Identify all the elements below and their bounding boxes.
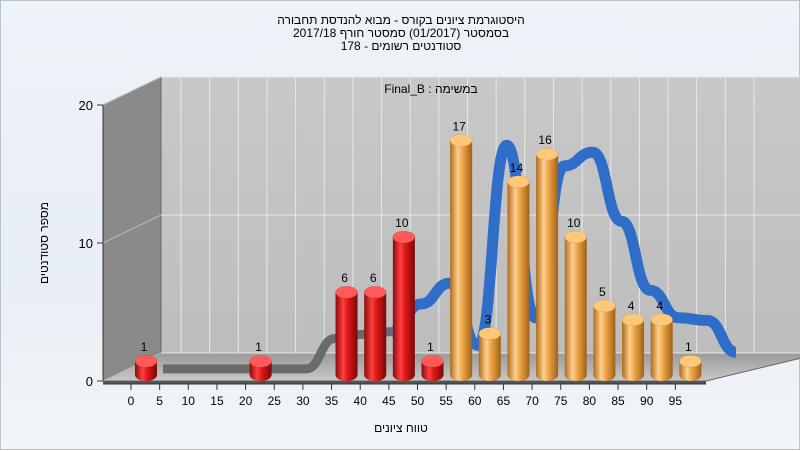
bar — [507, 175, 530, 381]
x-tick-label: 90 — [640, 394, 654, 408]
data-label: 1 — [141, 340, 148, 354]
x-tick-label: 35 — [325, 394, 339, 408]
bar — [134, 354, 158, 381]
x-tick-label: 55 — [439, 394, 453, 408]
bar — [449, 134, 473, 381]
bar-body — [392, 237, 415, 381]
x-tick-label: 95 — [669, 394, 683, 408]
bar — [593, 299, 616, 381]
x-tick-label: 50 — [411, 394, 425, 408]
data-label: 4 — [656, 299, 663, 313]
bar — [650, 313, 673, 381]
bar — [679, 354, 702, 381]
data-label: 14 — [510, 161, 524, 175]
bar-top — [421, 354, 444, 368]
data-label: 1 — [685, 340, 692, 354]
bar — [421, 354, 444, 381]
x-tick-label: 10 — [182, 394, 196, 408]
data-label: 10 — [567, 216, 581, 230]
data-label: 1 — [427, 340, 434, 354]
chart-title-line-3: סטודנטים רשומים - 178 — [340, 39, 462, 53]
bar-body — [507, 181, 530, 381]
x-tick-label: 25 — [268, 394, 282, 408]
gridline-side — [102, 214, 162, 244]
y-tick-label: 0 — [86, 374, 93, 389]
data-label: 5 — [599, 285, 606, 299]
x-tick-label: 40 — [354, 394, 368, 408]
bar — [478, 327, 502, 381]
x-tick-label: 75 — [554, 394, 568, 408]
bar-top — [621, 313, 645, 327]
floor-edge — [103, 381, 706, 384]
data-label: 3 — [484, 313, 491, 327]
x-tick-label: 15 — [210, 394, 224, 408]
bar-top — [535, 147, 559, 161]
bar-body — [364, 292, 387, 381]
bar-body — [335, 292, 358, 381]
x-tick-label: 30 — [296, 394, 310, 408]
bars — [134, 134, 702, 381]
bar-top — [335, 285, 358, 299]
data-label: 6 — [370, 271, 377, 285]
bar-top — [478, 327, 502, 340]
x-tick-label: 80 — [583, 394, 597, 408]
bar — [392, 230, 416, 381]
x-tick-label: 5 — [156, 394, 163, 408]
bar-top — [363, 285, 387, 299]
x-tick-label: 45 — [382, 394, 396, 408]
chart-title-line-1: היסטוגרמת ציונים בקורס - מבוא להנדסת תחב… — [277, 13, 525, 27]
bar-top — [249, 354, 272, 368]
bar-body — [622, 319, 645, 381]
x-tick-label: 85 — [611, 394, 625, 408]
data-label: 16 — [538, 133, 552, 147]
x-tick-label: 20 — [239, 394, 253, 408]
bar-top — [392, 230, 416, 244]
bar — [363, 285, 387, 381]
chart-annotation: במשימה : Final_B — [384, 82, 477, 96]
gridline-side — [102, 76, 162, 106]
bar-body — [478, 333, 501, 381]
y-tick-label: 10 — [79, 236, 93, 251]
bar-top — [507, 175, 530, 189]
chart-title-line-2: בסמסטר (01/2017) סמסטר חורף 2017/18 — [292, 26, 510, 40]
bar — [335, 285, 358, 381]
data-label: 10 — [395, 216, 409, 230]
data-label: 6 — [341, 271, 348, 285]
bar — [621, 313, 645, 381]
bar-top — [564, 230, 587, 244]
x-tick-label: 60 — [468, 394, 482, 408]
bar-top — [449, 134, 473, 147]
bar-body — [564, 237, 587, 381]
bar-body — [450, 140, 473, 381]
bar-body — [650, 319, 673, 381]
x-tick-label: 70 — [525, 394, 539, 408]
bar-body — [593, 306, 616, 381]
bar — [564, 230, 587, 381]
data-label: 4 — [628, 299, 635, 313]
bar-top — [593, 299, 616, 313]
bar-top — [134, 354, 158, 368]
x-axis-label: טווח ציונים — [374, 421, 428, 435]
bar — [249, 354, 272, 381]
bar-top — [650, 313, 673, 327]
x-tick-label: 0 — [128, 394, 135, 408]
bar — [535, 147, 559, 381]
data-label: 1 — [255, 340, 262, 354]
data-label: 17 — [452, 119, 466, 133]
x-tick-label: 65 — [497, 394, 511, 408]
y-tick-label: 20 — [79, 98, 93, 113]
bar-top — [679, 354, 702, 368]
bar-body — [536, 154, 559, 381]
